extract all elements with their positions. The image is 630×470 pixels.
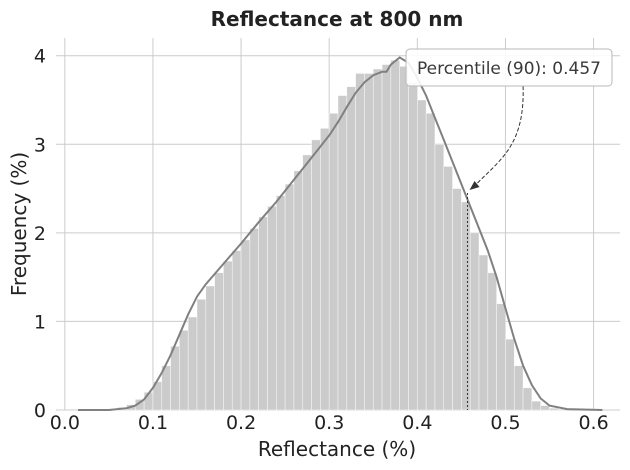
histogram-bar (417, 99, 427, 411)
histogram-bar (399, 66, 409, 411)
x-tick-label: 0.6 (578, 412, 608, 434)
histogram-bar (469, 232, 480, 411)
annotation-arrow (475, 85, 524, 186)
histogram-bar (425, 112, 436, 411)
y-tick-label: 3 (34, 134, 46, 156)
histogram-bar (179, 329, 189, 411)
histogram-bar (170, 345, 180, 411)
x-tick-label: 0.3 (314, 412, 344, 434)
histogram-bar (276, 195, 286, 411)
histogram-bar (196, 298, 207, 411)
histogram-bar (258, 216, 268, 411)
histogram-bar (461, 201, 471, 411)
histogram-bar (311, 139, 321, 411)
histogram-bar (372, 68, 383, 411)
histogram-bar (408, 81, 418, 411)
histogram-bar (214, 272, 224, 411)
histogram-bar (293, 170, 304, 411)
histogram-bar (249, 228, 259, 411)
histogram-bar (434, 143, 445, 411)
x-tick-label: 0.5 (490, 412, 520, 434)
histogram-bar (390, 59, 400, 411)
histogram-bar (284, 183, 295, 411)
x-tick-label: 0.4 (402, 412, 432, 434)
annotation-text: Percentile (90): 0.457 (417, 59, 601, 79)
histogram-bar (531, 400, 541, 411)
histogram-bar (443, 166, 453, 411)
histogram-bar (549, 407, 559, 411)
histogram-bar (381, 64, 392, 411)
histogram-bar (505, 338, 515, 411)
y-tick-label: 0 (34, 400, 46, 422)
histogram-bar (540, 405, 550, 411)
histogram-bars (108, 59, 568, 411)
y-tick-label: 2 (34, 223, 46, 245)
x-tick-label: 0.2 (226, 412, 256, 434)
histogram-bar (187, 316, 198, 411)
histogram-bar (496, 303, 506, 411)
histogram-bar (355, 73, 365, 411)
y-tick-label: 4 (34, 46, 46, 68)
histogram-bar (205, 285, 215, 411)
histogram-bar (487, 272, 497, 411)
percentile-annotation: Percentile (90): 0.457 (405, 48, 613, 190)
kde-curve (78, 56, 603, 411)
annotation-box (405, 48, 613, 87)
histogram-bar (240, 239, 251, 411)
histogram-bar (328, 112, 339, 411)
annotation-arrowhead (469, 181, 480, 190)
y-tick-label: 1 (34, 311, 46, 333)
histogram-bar (231, 250, 242, 411)
histogram-bar (346, 86, 356, 411)
x-tick-label: 0.0 (50, 412, 80, 434)
histogram-bar (513, 365, 524, 411)
histogram-bar (267, 205, 277, 411)
histogram-bar (522, 387, 533, 411)
x-axis-label: Reflectance (%) (258, 437, 416, 461)
histogram-bar (302, 154, 312, 411)
y-axis-label: Frequency (%) (7, 152, 31, 296)
tick-labels: 0.0 0.1 0.2 0.3 0.4 0.5 0.6 0 1 2 3 4 (34, 46, 609, 434)
chart-title: Reflectance at 800 nm (211, 7, 464, 31)
histogram-bar (478, 254, 489, 411)
histogram-bar (364, 73, 374, 411)
histogram-bar (223, 260, 233, 411)
histogram-bar (320, 128, 330, 411)
x-tick-label: 0.1 (138, 412, 168, 434)
histogram-bar (452, 188, 462, 411)
histogram-bar (337, 95, 348, 411)
